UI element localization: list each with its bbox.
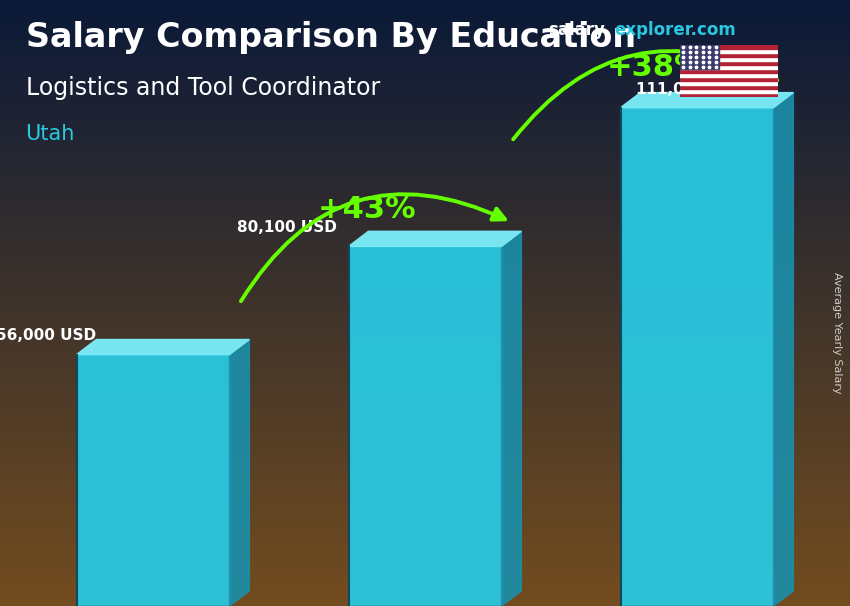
- Polygon shape: [774, 93, 793, 606]
- Text: 80,100 USD: 80,100 USD: [237, 220, 337, 235]
- Polygon shape: [680, 89, 778, 93]
- Polygon shape: [680, 93, 778, 97]
- FancyArrowPatch shape: [241, 194, 505, 301]
- Polygon shape: [348, 231, 521, 247]
- Polygon shape: [348, 247, 502, 606]
- Polygon shape: [680, 65, 778, 69]
- Polygon shape: [680, 58, 778, 61]
- Text: salary: salary: [548, 21, 605, 39]
- Text: +43%: +43%: [318, 195, 416, 224]
- Polygon shape: [502, 231, 521, 606]
- Polygon shape: [230, 339, 249, 606]
- Polygon shape: [620, 108, 774, 606]
- Polygon shape: [680, 45, 778, 50]
- Polygon shape: [680, 50, 778, 53]
- Polygon shape: [680, 85, 778, 89]
- Text: Utah: Utah: [26, 124, 75, 144]
- FancyArrowPatch shape: [513, 51, 777, 139]
- Polygon shape: [680, 77, 778, 81]
- Polygon shape: [620, 93, 793, 108]
- Polygon shape: [76, 339, 249, 355]
- Polygon shape: [680, 81, 778, 85]
- Text: Logistics and Tool Coordinator: Logistics and Tool Coordinator: [26, 76, 380, 100]
- Polygon shape: [76, 355, 230, 606]
- Text: Average Yearly Salary: Average Yearly Salary: [832, 273, 842, 394]
- Text: explorer.com: explorer.com: [615, 21, 736, 39]
- Text: 111,000 USD: 111,000 USD: [636, 82, 746, 96]
- Polygon shape: [680, 61, 778, 65]
- Polygon shape: [680, 53, 778, 58]
- Text: 56,000 USD: 56,000 USD: [0, 328, 96, 344]
- Text: Salary Comparison By Education: Salary Comparison By Education: [26, 21, 636, 54]
- Polygon shape: [680, 69, 778, 73]
- Polygon shape: [680, 73, 778, 77]
- Text: +38%: +38%: [607, 53, 706, 82]
- Polygon shape: [680, 45, 719, 69]
